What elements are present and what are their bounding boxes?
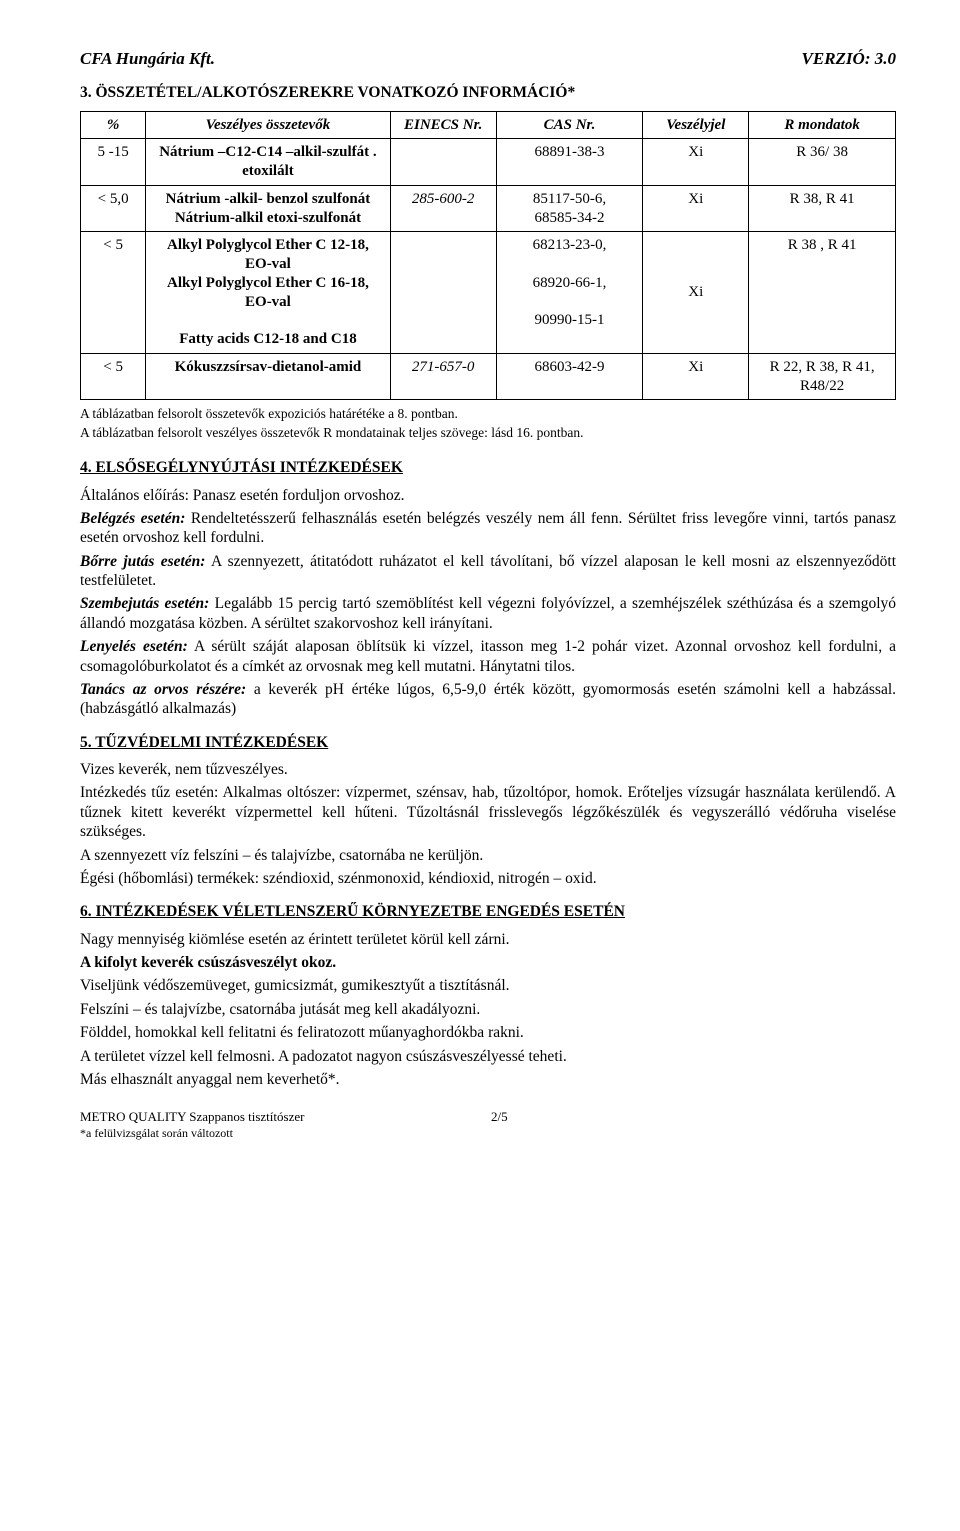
- page-footer: METRO QUALITY Szappanos tisztítószer 2/5…: [80, 1109, 896, 1140]
- sec5-p4: Égési (hőbomlási) termékek: széndioxid, …: [80, 869, 896, 888]
- section-3-title: 3. ÖSSZETÉTEL/ALKOTÓSZEREKRE VONATKOZÓ I…: [80, 83, 896, 102]
- inhalation-label: Belégzés esetén:: [80, 510, 185, 527]
- footer-product: METRO QUALITY Szappanos tisztítószer: [80, 1109, 304, 1124]
- cell-pct: < 5,0: [81, 185, 146, 232]
- cell-pct: < 5: [81, 353, 146, 400]
- col-einecs: EINECS Nr.: [390, 111, 496, 139]
- ingest-text: A sérült száját alaposan öblítsük ki víz…: [80, 638, 896, 674]
- doctor-label: Tanács az orvos részére:: [80, 681, 246, 698]
- sec5-p3: A szennyezett víz felszíni – és talajvíz…: [80, 846, 896, 865]
- sec6-p3: Viseljünk védőszemüveget, gumicsizmát, g…: [80, 976, 896, 995]
- cell-cas: 68891-38-3: [496, 139, 643, 186]
- eye-label: Szembejutás esetén:: [80, 595, 209, 612]
- col-r: R mondatok: [749, 111, 896, 139]
- cell-einecs: [390, 232, 496, 354]
- cell-hazard: Xi: [643, 232, 749, 354]
- ingest-label: Lenyelés esetén:: [80, 638, 188, 655]
- company-name: CFA Hungária Kft.: [80, 48, 215, 69]
- table-row: < 5 Alkyl Polyglycol Ether C 12-18, EO-v…: [81, 232, 896, 354]
- sec6-p4: Felszíni – és talajvízbe, csatornába jut…: [80, 1000, 896, 1019]
- cell-hazard: Xi: [643, 139, 749, 186]
- doctor-para: Tanács az orvos részére: a keverék pH ér…: [80, 680, 896, 719]
- cell-cas: 85117-50-6, 68585-34-2: [496, 185, 643, 232]
- ingest-para: Lenyelés esetén: A sérült száját alaposa…: [80, 637, 896, 676]
- cell-pct: < 5: [81, 232, 146, 354]
- sec6-p1: Nagy mennyiség kiömlése esetén az érinte…: [80, 930, 896, 949]
- cell-cas: 68213-23-0, 68920-66-1, 90990-15-1: [496, 232, 643, 354]
- cell-pct: 5 -15: [81, 139, 146, 186]
- cell-r: R 36/ 38: [749, 139, 896, 186]
- cell-hazard: Xi: [643, 185, 749, 232]
- cell-r: R 22, R 38, R 41, R48/22: [749, 353, 896, 400]
- table-row: < 5 Kókuszzsírsav-dietanol-amid 271-657-…: [81, 353, 896, 400]
- sec5-p2-label: Intézkedés tűz esetén: [80, 784, 214, 801]
- skin-para: Bőrre jutás esetén: A szennyezett, átita…: [80, 552, 896, 591]
- composition-table: % Veszélyes összetevők EINECS Nr. CAS Nr…: [80, 111, 896, 401]
- col-cas: CAS Nr.: [496, 111, 643, 139]
- table-header-row: % Veszélyes összetevők EINECS Nr. CAS Nr…: [81, 111, 896, 139]
- cell-comp: Nátrium -alkil- benzol szulfonát Nátrium…: [146, 185, 391, 232]
- cell-hazard: Xi: [643, 353, 749, 400]
- sec5-p2: Intézkedés tűz esetén: Alkalmas oltószer…: [80, 783, 896, 841]
- cell-einecs: 271-657-0: [390, 353, 496, 400]
- table-note-2: A táblázatban felsorolt veszélyes összet…: [80, 425, 896, 442]
- table-note-1: A táblázatban felsorolt összetevők expoz…: [80, 406, 896, 423]
- cell-r: R 38 , R 41: [749, 232, 896, 354]
- cell-comp: Nátrium –C12-C14 –alkil-szulfát . etoxil…: [146, 139, 391, 186]
- col-pct: %: [81, 111, 146, 139]
- eye-para: Szembejutás esetén: Legalább 15 percig t…: [80, 594, 896, 633]
- section-6-title: 6. INTÉZKEDÉSEK VÉLETLENSZERŰ KÖRNYEZETB…: [80, 902, 896, 921]
- cell-cas: 68603-42-9: [496, 353, 643, 400]
- sec6-p7: Más elhasznált anyaggal nem keverhető*.: [80, 1070, 896, 1089]
- cell-comp: Alkyl Polyglycol Ether C 12-18, EO-val A…: [146, 232, 391, 354]
- cell-r: R 38, R 41: [749, 185, 896, 232]
- general-instruction: Általános előírás: Panasz esetén fordulj…: [80, 486, 896, 505]
- table-row: < 5,0 Nátrium -alkil- benzol szulfonát N…: [81, 185, 896, 232]
- cell-einecs: 285-600-2: [390, 185, 496, 232]
- section-4-title: 4. ELSŐSEGÉLYNYÚJTÁSI INTÉZKEDÉSEK: [80, 458, 896, 477]
- inhalation-text: Rendeltetésszerű felhasználás esetén bel…: [80, 510, 896, 546]
- page-header: CFA Hungária Kft. VERZIÓ: 3.0: [80, 48, 896, 69]
- table-row: 5 -15 Nátrium –C12-C14 –alkil-szulfát . …: [81, 139, 896, 186]
- skin-label: Bőrre jutás esetén:: [80, 553, 205, 570]
- cell-comp: Kókuszzsírsav-dietanol-amid: [146, 353, 391, 400]
- section-5-title: 5. TŰZVÉDELMI INTÉZKEDÉSEK: [80, 733, 896, 752]
- col-component: Veszélyes összetevők: [146, 111, 391, 139]
- footer-page-number: 2/5: [491, 1109, 508, 1124]
- cell-einecs: [390, 139, 496, 186]
- inhalation-para: Belégzés esetén: Rendeltetésszerű felhas…: [80, 509, 896, 548]
- sec6-p2: A kifolyt keverék csúszásveszélyt okoz.: [80, 953, 896, 972]
- sec6-p5: Földdel, homokkal kell felitatni és feli…: [80, 1023, 896, 1042]
- sec5-p1: Vizes keverék, nem tűzveszélyes.: [80, 760, 896, 779]
- sec6-p6: A területet vízzel kell felmosni. A pado…: [80, 1047, 896, 1066]
- footer-revision-note: *a felülvizsgálat során változott: [80, 1126, 896, 1141]
- version-label: VERZIÓ: 3.0: [802, 48, 896, 69]
- col-hazard: Veszélyjel: [643, 111, 749, 139]
